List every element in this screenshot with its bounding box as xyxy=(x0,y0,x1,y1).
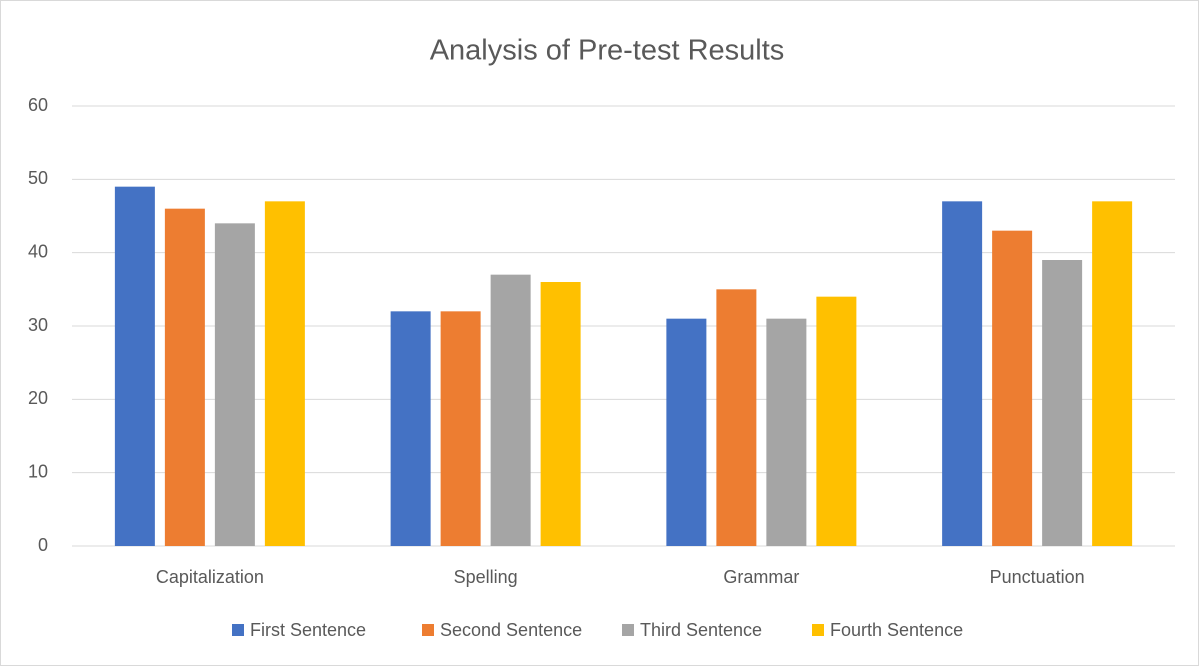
legend-swatch xyxy=(422,624,434,636)
bar xyxy=(440,311,481,546)
bar xyxy=(390,311,431,546)
y-tick-label: 60 xyxy=(28,95,48,115)
bar xyxy=(1042,260,1083,546)
bar xyxy=(490,274,531,546)
bar xyxy=(766,318,807,546)
bar xyxy=(264,201,305,547)
bar xyxy=(816,296,857,546)
bar xyxy=(992,230,1033,546)
x-tick-label: Spelling xyxy=(454,567,518,587)
x-tick-label: Punctuation xyxy=(990,567,1085,587)
y-tick-label: 20 xyxy=(28,388,48,408)
y-tick-label: 40 xyxy=(28,241,48,261)
legend-swatch xyxy=(622,624,634,636)
legend-label: First Sentence xyxy=(250,620,366,640)
legend-label: Fourth Sentence xyxy=(830,620,963,640)
legend-label: Third Sentence xyxy=(640,620,762,640)
y-tick-label: 10 xyxy=(28,461,48,481)
y-tick-label: 30 xyxy=(28,315,48,335)
bar xyxy=(114,186,155,546)
x-tick-label: Grammar xyxy=(723,567,799,587)
x-tick-label: Capitalization xyxy=(156,567,264,587)
bar xyxy=(942,201,983,547)
bar xyxy=(164,208,205,546)
bar xyxy=(666,318,707,546)
legend-label: Second Sentence xyxy=(440,620,582,640)
bar xyxy=(214,223,255,547)
legend-swatch xyxy=(812,624,824,636)
bar xyxy=(540,282,581,546)
bar xyxy=(716,289,757,546)
chart-title: Analysis of Pre-test Results xyxy=(430,35,785,67)
y-tick-label: 0 xyxy=(38,535,48,555)
legend-swatch xyxy=(232,624,244,636)
y-tick-label: 50 xyxy=(28,168,48,188)
bar xyxy=(1092,201,1133,547)
